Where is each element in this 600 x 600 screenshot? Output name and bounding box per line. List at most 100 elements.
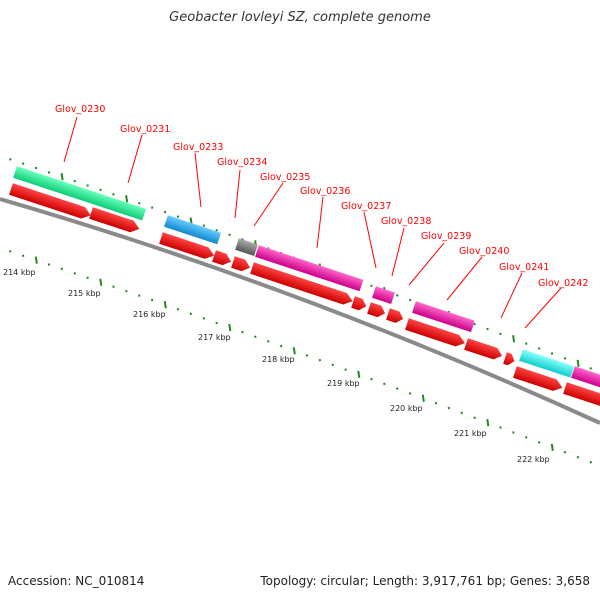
minor-tick <box>202 317 205 320</box>
gene-label-glov-0237[interactable]: Glov_0237 <box>341 201 391 212</box>
major-tick <box>163 301 167 309</box>
minor-tick <box>47 171 51 174</box>
cds-arrow <box>405 318 465 347</box>
minor-tick <box>176 307 180 311</box>
minor-tick <box>150 298 154 302</box>
minor-tick <box>383 382 386 386</box>
minor-tick <box>499 426 502 429</box>
minor-tick <box>318 358 322 362</box>
cds-arrow <box>367 302 386 318</box>
feature-glov-0238-0240 <box>412 301 475 333</box>
minor-tick <box>73 179 76 183</box>
minor-tick <box>525 436 528 439</box>
minor-tick <box>473 416 476 419</box>
minor-tick <box>138 201 141 205</box>
scale-label: 220 kbp <box>390 404 423 413</box>
scale-label: 217 kbp <box>198 333 231 342</box>
minor-tick <box>189 312 193 316</box>
label-leaders <box>63 116 562 329</box>
major-tick <box>99 278 103 286</box>
scale-label: 214 kbp <box>3 268 36 277</box>
minor-tick <box>86 184 89 187</box>
minor-tick <box>112 285 115 288</box>
minor-tick <box>550 352 554 355</box>
minor-tick <box>86 276 89 280</box>
minor-tick <box>202 224 205 227</box>
minor-tick <box>396 387 399 390</box>
cds-arrow <box>231 256 251 272</box>
major-tick <box>550 443 554 451</box>
cds-arrow <box>212 250 232 266</box>
minor-tick <box>99 188 102 192</box>
feature-track <box>13 166 600 391</box>
minor-tick <box>434 401 438 405</box>
minor-tick <box>408 392 412 395</box>
major-tick <box>357 370 361 378</box>
cds-arrow <box>89 207 140 233</box>
minor-tick <box>60 267 64 271</box>
minor-tick <box>254 335 257 339</box>
minor-tick <box>512 431 515 434</box>
cds-arrow <box>503 352 515 366</box>
gene-labels: Glov_0230 Glov_0231 Glov_0233 Glov_0234 … <box>55 104 588 289</box>
gene-label-glov-0230[interactable]: Glov_0230 <box>55 104 105 115</box>
minor-tick <box>499 332 502 336</box>
feature-glov-0230-0231 <box>13 166 147 221</box>
minor-tick <box>576 456 580 459</box>
scale-label: 222 kbp <box>517 455 550 464</box>
minor-tick <box>525 342 528 345</box>
minor-tick <box>228 233 231 237</box>
major-tick <box>486 418 490 427</box>
accession-label: Accession: NC_010814 <box>8 574 145 588</box>
gene-label-glov-0231[interactable]: Glov_0231 <box>120 124 170 135</box>
minor-tick <box>589 461 592 464</box>
minor-tick <box>331 363 334 367</box>
feature-glov-0237 <box>372 286 395 304</box>
minor-tick <box>9 158 12 161</box>
feature-glov-0235-0236 <box>255 245 364 292</box>
minor-tick <box>537 347 541 350</box>
minor-tick <box>9 250 12 253</box>
outer-tick-track <box>9 158 592 370</box>
gene-label-glov-0238[interactable]: Glov_0238 <box>381 216 431 227</box>
major-tick <box>228 323 232 332</box>
minor-tick <box>344 368 347 371</box>
gene-label-glov-0241[interactable]: Glov_0241 <box>499 262 549 273</box>
feature-glov-0233 <box>164 215 222 245</box>
genome-backbone <box>0 197 600 425</box>
gene-label-glov-0236[interactable]: Glov_0236 <box>300 186 350 197</box>
cds-arrow <box>351 296 367 311</box>
scale-label: 216 kbp <box>133 310 166 319</box>
minor-tick <box>473 322 476 326</box>
gene-label-glov-0239[interactable]: Glov_0239 <box>421 231 471 242</box>
major-tick <box>292 347 296 355</box>
minor-tick <box>241 330 244 334</box>
minor-tick <box>215 321 218 325</box>
minor-tick <box>215 228 218 232</box>
minor-tick <box>563 451 567 454</box>
minor-tick <box>589 367 592 370</box>
gene-label-glov-0233[interactable]: Glov_0233 <box>173 142 223 153</box>
gene-label-glov-0242[interactable]: Glov_0242 <box>538 278 588 289</box>
gene-label-glov-0234[interactable]: Glov_0234 <box>217 157 267 168</box>
minor-tick <box>112 193 115 196</box>
major-tick <box>60 173 64 181</box>
cds-arrow <box>9 183 91 219</box>
gene-label-glov-0235[interactable]: Glov_0235 <box>260 172 310 183</box>
minor-tick <box>125 289 128 293</box>
minor-tick <box>176 215 180 218</box>
cds-arrow <box>563 382 600 407</box>
minor-tick <box>537 441 541 444</box>
major-tick <box>421 394 425 402</box>
minor-tick <box>21 162 25 165</box>
minor-tick <box>305 354 309 357</box>
scale-label: 219 kbp <box>327 379 360 388</box>
minor-tick <box>563 357 567 360</box>
minor-tick <box>396 294 399 297</box>
genome-summary: Topology: circular; Length: 3,917,761 bp… <box>260 574 590 588</box>
minor-tick <box>370 284 373 288</box>
gene-label-glov-0240[interactable]: Glov_0240 <box>459 246 509 257</box>
cds-arrow <box>250 262 353 305</box>
